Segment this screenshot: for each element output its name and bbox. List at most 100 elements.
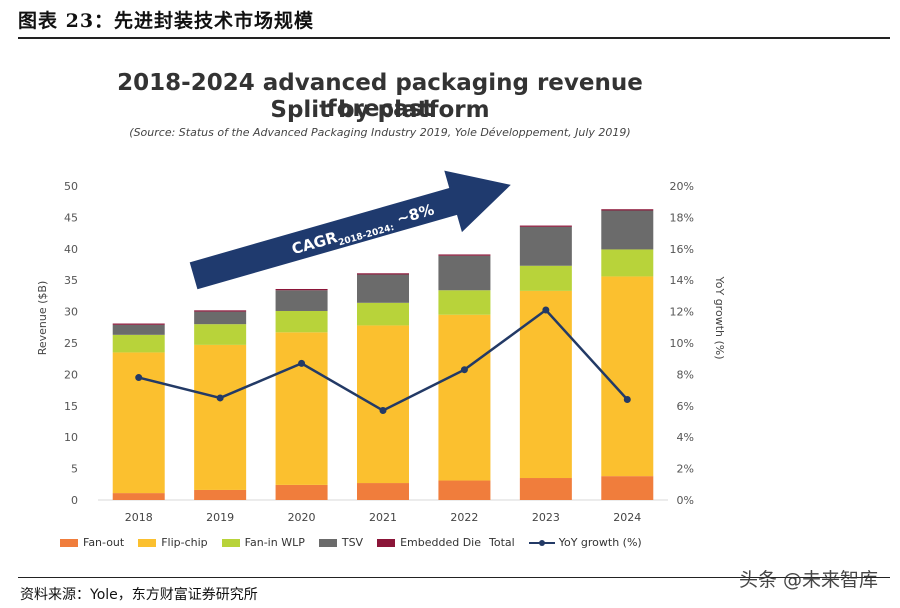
chart-source: (Source: Status of the Advanced Packagin… — [129, 126, 631, 139]
bar-tsv-2023 — [519, 226, 572, 266]
title-divider — [18, 37, 890, 39]
bar-stacks — [112, 209, 654, 500]
y-tick-label: 45 — [64, 211, 78, 224]
y-tick-label: 20 — [64, 368, 78, 381]
bar-stack-2020 — [275, 288, 328, 500]
legend-label-faninwlp: Fan-in WLP — [244, 536, 305, 549]
chart-title: 2018-2024 advanced packaging revenue for… — [117, 70, 643, 122]
yoy-point-2021 — [379, 407, 387, 415]
chart-legend: Fan-out Flip-chip Fan-in WLP TSV Embedde… — [60, 536, 656, 549]
bar-embedded-die-2021 — [357, 273, 409, 275]
x-tick-label: 2022 — [450, 511, 478, 524]
bar-stack-2023 — [519, 225, 572, 500]
bar-stack-2021 — [357, 273, 409, 500]
x-tick-label: 2020 — [288, 511, 316, 524]
legend-item-embedded-die: Embedded Die — [377, 536, 481, 549]
yoy-point-2019 — [216, 394, 224, 402]
x-tick-label: 2019 — [206, 511, 234, 524]
y2-tick-label: 8% — [677, 368, 694, 381]
y2-tick-label: 10% — [670, 337, 694, 350]
bar-stack-2022 — [438, 254, 491, 500]
yoy-point-2024 — [623, 396, 631, 404]
x-tick-label: 2023 — [532, 511, 560, 524]
y2-tick-label: 14% — [670, 274, 694, 287]
bar-fan-out-2018 — [112, 493, 165, 500]
bar-fan-in-wlp-2021 — [357, 302, 409, 326]
y2-tick-label: 2% — [677, 463, 694, 476]
legend-swatch-fanout — [60, 538, 78, 547]
y-tick-label: 35 — [64, 274, 78, 287]
legend-label-yoy: YoY growth (%) — [558, 536, 642, 549]
legend-item-total: Total — [489, 536, 515, 549]
legend-label-total: Total — [489, 536, 515, 549]
figure-title: 图表 23：先进封装技术市场规模 — [18, 10, 315, 32]
y2-tick-label: 20% — [670, 180, 694, 193]
bar-fan-in-wlp-2022 — [438, 290, 491, 315]
y-axis-label: Revenue ($B) — [36, 281, 49, 356]
bar-fan-out-2024 — [601, 476, 654, 500]
bar-fan-in-wlp-2020 — [275, 310, 328, 333]
bar-tsv-2018 — [112, 324, 165, 335]
bar-tsv-2022 — [438, 255, 491, 291]
y-tick-label: 5 — [71, 463, 78, 476]
bar-fan-in-wlp-2019 — [194, 324, 247, 345]
bar-flip-chip-2019 — [194, 344, 247, 490]
y-tick-label: 15 — [64, 400, 78, 413]
y2-tick-label: 0% — [677, 494, 694, 507]
y-tick-label: 0 — [71, 494, 78, 507]
bar-embedded-die-2022 — [438, 254, 491, 256]
cagr-arrow-shape — [189, 170, 511, 290]
bar-fan-in-wlp-2024 — [601, 249, 654, 277]
source-footnote: 资料来源：Yole，东方财富证券研究所 — [20, 587, 258, 603]
legend-label-tsv: TSV — [341, 536, 364, 549]
x-tick-label: 2021 — [369, 511, 397, 524]
bar-flip-chip-2020 — [275, 332, 328, 485]
bar-fan-out-2022 — [438, 480, 491, 500]
y2-axis-label: YoY growth (%) — [713, 275, 726, 359]
y2-tick-label: 18% — [670, 211, 694, 224]
bar-tsv-2021 — [357, 274, 409, 303]
yoy-point-2018 — [135, 374, 143, 382]
legend-item-faninwlp: Fan-in WLP — [221, 536, 305, 549]
legend-swatch-faninwlp — [221, 538, 240, 547]
bar-embedded-die-2020 — [275, 288, 328, 291]
legend-item-flipchip: Flip-chip — [138, 536, 208, 549]
legend-label-fanout: Fan-out — [83, 536, 125, 549]
y-tick-label: 40 — [64, 243, 78, 256]
bar-embedded-die-2019 — [194, 310, 247, 312]
legend-item-fanout: Fan-out — [60, 536, 124, 549]
bar-tsv-2024 — [601, 210, 654, 250]
legend-item-yoy: YoY growth (%) — [528, 536, 642, 549]
legend-item-tsv: TSV — [318, 536, 364, 549]
bar-fan-out-2019 — [194, 489, 247, 500]
bar-flip-chip-2023 — [519, 290, 572, 479]
bar-stack-2019 — [194, 310, 247, 500]
y-tick-label: 50 — [64, 180, 78, 193]
bar-flip-chip-2022 — [438, 314, 491, 481]
legend-swatch-embedded-die — [377, 538, 396, 547]
watermark-text: 头条 @未来智库 — [738, 569, 878, 591]
bar-tsv-2019 — [194, 311, 247, 325]
bar-fan-in-wlp-2018 — [112, 334, 165, 353]
footer-divider — [18, 577, 890, 578]
bar-tsv-2020 — [275, 290, 328, 311]
bar-fan-out-2023 — [519, 478, 572, 500]
legend-label-flipchip: Flip-chip — [161, 536, 208, 549]
bar-embedded-die-2024 — [601, 209, 654, 211]
y2-tick-label: 16% — [670, 243, 694, 256]
bar-embedded-die-2018 — [112, 323, 165, 325]
y2-tick-label: 4% — [677, 431, 694, 444]
x-axis-labels: 2018 2019 2020 2021 2022 2023 2024 — [125, 511, 642, 524]
legend-label-embedded-die: Embedded Die — [400, 536, 481, 549]
yoy-line — [135, 306, 631, 415]
legend-swatch-flipchip — [138, 538, 157, 547]
x-tick-label: 2024 — [613, 511, 641, 524]
bar-fan-in-wlp-2023 — [519, 265, 572, 291]
y-tick-label: 25 — [64, 337, 78, 350]
bar-flip-chip-2021 — [357, 325, 409, 484]
x-tick-label: 2018 — [125, 511, 153, 524]
bar-fan-out-2021 — [357, 483, 409, 500]
legend-swatch-tsv — [318, 538, 337, 547]
yoy-point-2020 — [298, 359, 306, 367]
